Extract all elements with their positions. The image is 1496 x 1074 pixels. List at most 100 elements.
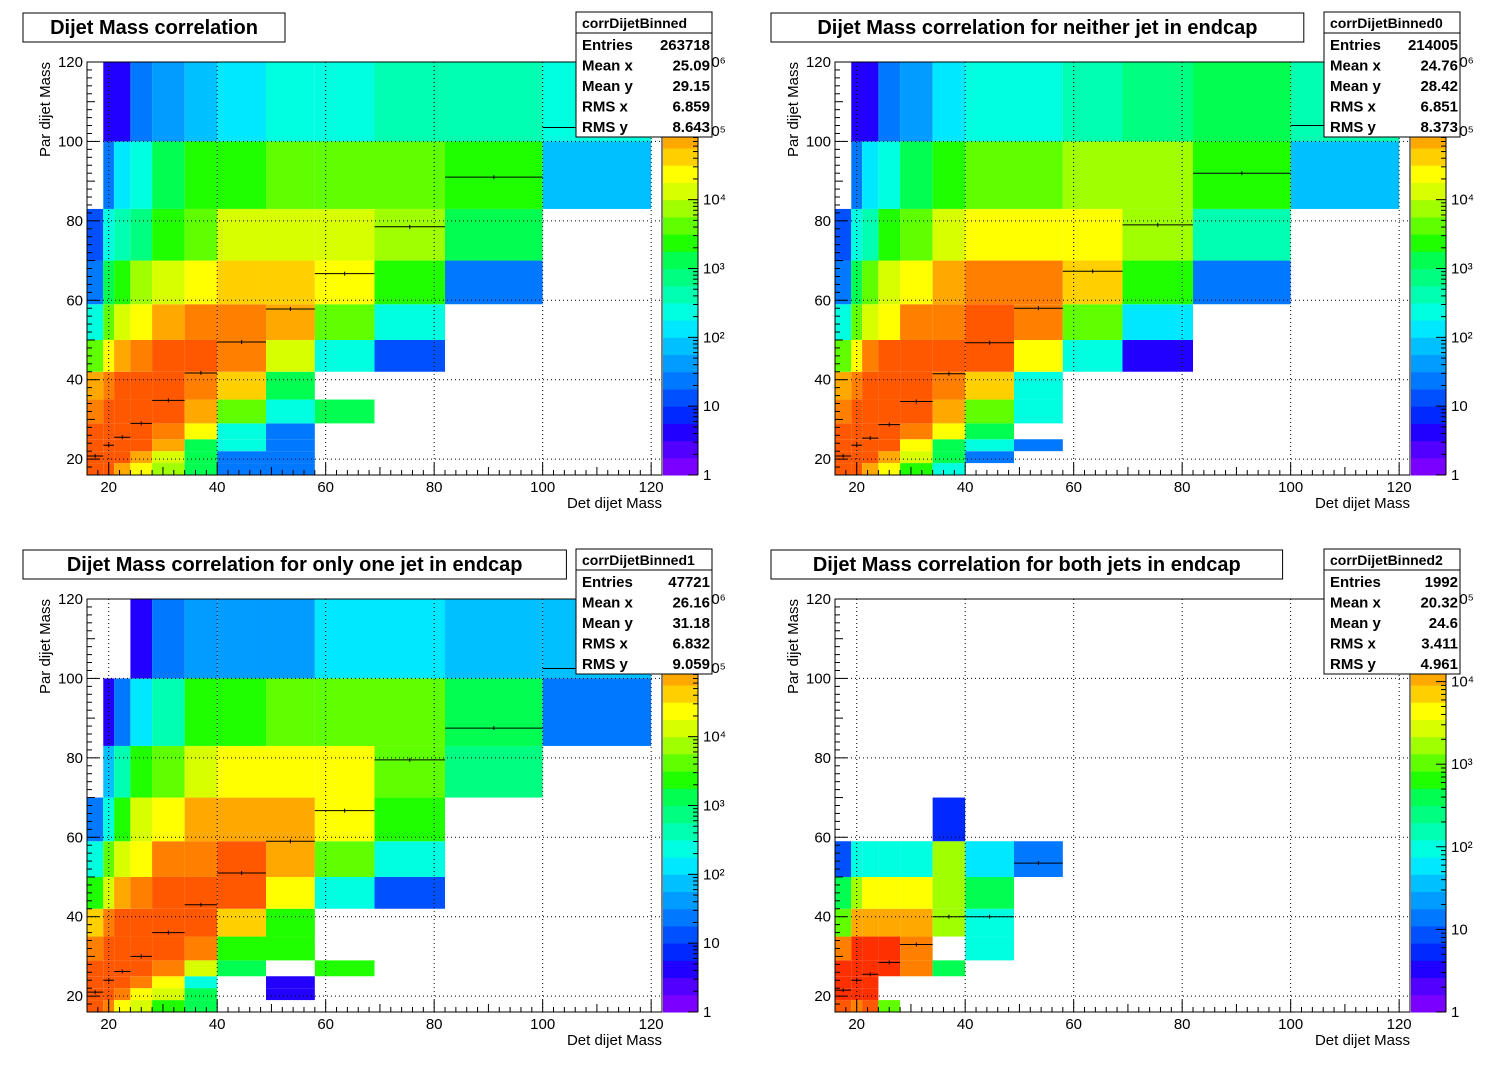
colorbar-tick-label: 1: [703, 1004, 711, 1021]
heatmap-cell: [217, 745, 267, 798]
heatmap-cell: [932, 141, 966, 209]
heatmap-cell: [152, 678, 185, 746]
y-tick-label: 80: [814, 750, 831, 767]
colorbar-band: [663, 857, 698, 875]
stats-value: 20.32: [1420, 595, 1458, 612]
heatmap-cell: [851, 339, 863, 372]
heatmap-cell: [103, 399, 115, 424]
colorbar-band: [1411, 354, 1446, 373]
colorbar-tick-label: 10³: [703, 798, 725, 815]
heatmap-cell: [900, 960, 933, 977]
heatmap-cell: [900, 876, 933, 909]
heatmap-cell: [1122, 304, 1194, 340]
heatmap-cell: [87, 260, 104, 305]
heatmap-cell: [900, 463, 933, 475]
heatmap-cell: [87, 439, 104, 452]
heatmap-cell: [835, 841, 852, 877]
heatmap-cell: [878, 451, 901, 464]
heatmap-cell: [314, 599, 375, 679]
x-tick-label: 120: [639, 1016, 664, 1033]
heatmap-cell: [851, 62, 879, 142]
heatmap-cell: [87, 936, 104, 961]
heatmap-cell: [932, 339, 966, 372]
y-axis-label: Par dijet Mass: [785, 599, 802, 694]
x-axis-label: Det dijet Mass: [567, 1032, 662, 1049]
colorbar-band: [1411, 977, 1446, 996]
x-tick-label: 60: [317, 1016, 334, 1033]
heatmap-cell: [87, 304, 104, 340]
heatmap-cell: [152, 876, 185, 909]
heatmap-cell: [217, 260, 267, 305]
heatmap-cell: [965, 841, 1015, 877]
heatmap-cell: [900, 399, 933, 424]
heatmap-cell: [314, 876, 375, 909]
heatmap-cell: [184, 936, 218, 961]
heatmap-cell: [130, 908, 153, 937]
colorbar-band: [663, 354, 698, 373]
colorbar-band: [663, 960, 698, 979]
heatmap-cell: [862, 988, 879, 1001]
colorbar-band: [1411, 805, 1446, 824]
heatmap-cell: [932, 876, 966, 909]
heatmap-cell: [1062, 260, 1123, 305]
stats-value: 1992: [1425, 574, 1458, 591]
heatmap-cell: [152, 399, 185, 424]
heatmap-cell: [1014, 208, 1063, 261]
heatmap-cell: [114, 371, 131, 400]
stats-label: RMS x: [1330, 99, 1377, 116]
colorbar-band: [1411, 994, 1446, 1013]
heatmap-cell: [851, 371, 863, 400]
heatmap-cells: [87, 62, 652, 475]
heatmap-cell: [87, 399, 104, 424]
y-tick-label: 60: [66, 829, 83, 846]
colorbar-band: [663, 234, 698, 252]
heatmap-cell: [130, 876, 153, 909]
heatmap-cell: [184, 62, 218, 142]
colorbar-band: [663, 199, 698, 218]
colorbar-band: [1411, 251, 1446, 269]
colorbar-tick-label: 10: [703, 935, 720, 952]
heatmap-cell: [835, 439, 852, 452]
heatmap-cell: [114, 876, 131, 909]
heatmap-cell: [314, 399, 375, 424]
heatmap-cell: [900, 371, 933, 400]
x-tick-label: 120: [1387, 479, 1412, 496]
heatmap-cell: [1014, 62, 1063, 142]
heatmap-cell: [217, 797, 267, 842]
heatmap-cell: [114, 841, 131, 877]
colorbar-tick-label: 10²: [1451, 839, 1473, 856]
stats-name: corrDijetBinned2: [1330, 552, 1443, 568]
stats-label: Entries: [582, 574, 633, 591]
stats-label: RMS y: [582, 656, 629, 673]
title-box: [770, 12, 1305, 43]
heatmap-cell: [152, 797, 185, 842]
colorbar-band: [663, 925, 698, 944]
heatmap-cell: [851, 988, 863, 1001]
colorbar-band: [1411, 943, 1446, 961]
heatmap-cell: [114, 678, 131, 746]
heatmap-cell: [266, 745, 315, 798]
heatmap-cell: [445, 745, 543, 798]
heatmap-cell: [1062, 339, 1123, 372]
colorbar-tick-label: 10⁴: [1451, 192, 1474, 209]
heatmap-cell: [130, 988, 153, 1001]
y-tick-label: 20: [814, 451, 831, 468]
stats-value: 8.373: [1420, 119, 1458, 136]
heatmap-cell: [266, 976, 315, 989]
heatmap-cell: [965, 876, 1015, 909]
y-tick-label: 80: [66, 750, 83, 767]
heatmap-cell: [266, 876, 315, 909]
heatmap-cell: [184, 423, 218, 440]
x-tick-label: 80: [1174, 479, 1191, 496]
heatmap-cell: [1014, 260, 1063, 305]
heatmap-cell: [851, 960, 863, 977]
heatmap-cell: [862, 976, 879, 989]
x-axis-ticks: [834, 463, 1411, 475]
heatmap-cell: [114, 208, 131, 261]
x-tick-label: 60: [317, 479, 334, 496]
colorbar-tick-label: 1: [1451, 1004, 1459, 1021]
heatmap-cell: [965, 208, 1015, 261]
heatmap-cell: [900, 439, 933, 452]
heatmap-cell: [130, 599, 153, 679]
x-axis-label: Det dijet Mass: [1315, 495, 1410, 512]
